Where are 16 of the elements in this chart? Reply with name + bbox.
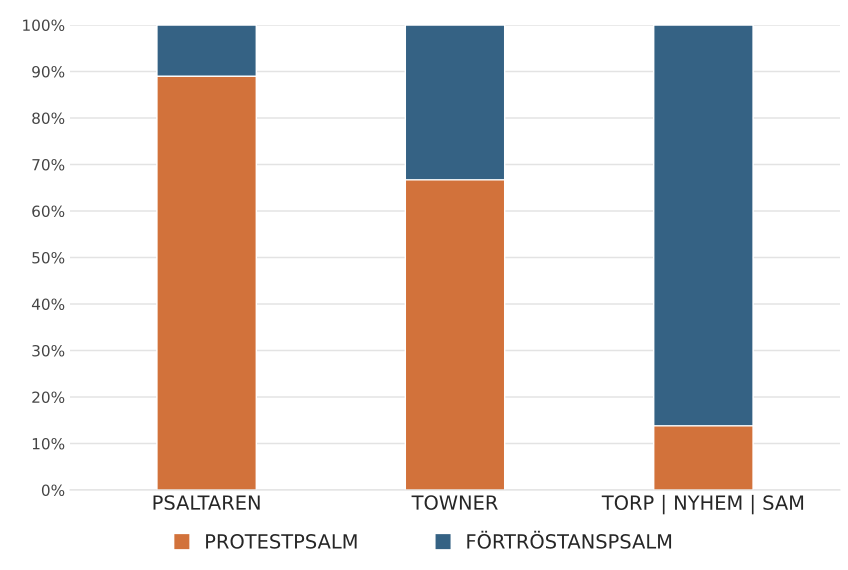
x-tick-label: TOWNER xyxy=(412,495,498,510)
y-tick-label: 0% xyxy=(42,484,64,496)
y-tick-label: 20% xyxy=(32,391,64,404)
legend-label: FÖRTRÖSTANSPSALM xyxy=(467,530,672,549)
y-tick-label: 90% xyxy=(32,66,64,78)
legend-label: PROTESTPSALM xyxy=(206,534,357,549)
y-tick-label: 50% xyxy=(32,252,64,264)
x-tick-label: TORP | NYHEM | SAM xyxy=(602,494,804,514)
y-tick-label: 10% xyxy=(32,438,64,450)
y-tick-label: 70% xyxy=(32,158,64,171)
x-tick-label: PSALTAREN xyxy=(154,495,260,510)
y-tick-label: 30% xyxy=(32,344,64,357)
y-tick-label: 60% xyxy=(32,205,64,218)
y-tick-label: 40% xyxy=(32,298,64,310)
y-tick-label: 80% xyxy=(32,112,64,124)
y-tick-label: 100% xyxy=(23,19,64,32)
